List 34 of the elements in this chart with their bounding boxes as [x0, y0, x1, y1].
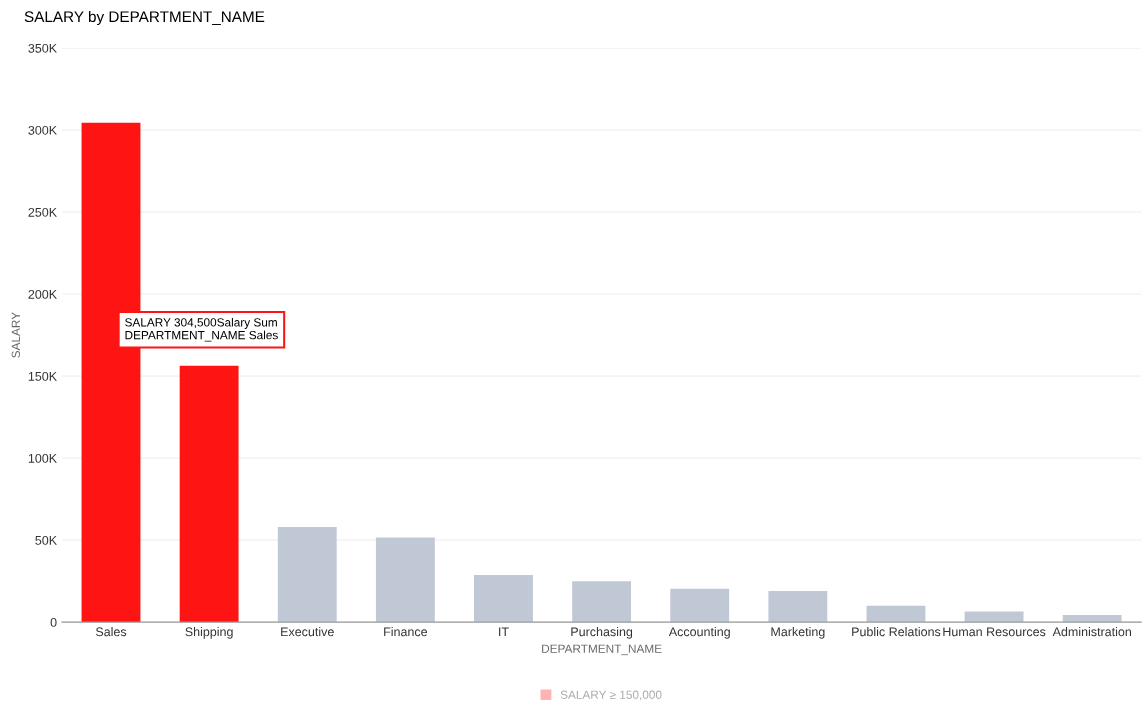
bar — [179, 365, 239, 623]
y-tick-label: 200K — [28, 289, 57, 299]
x-tick-label: Public Relations — [852, 627, 941, 637]
x-tick-label: Accounting — [668, 627, 730, 639]
x-tick-label: Sales — [95, 627, 127, 637]
y-tick-label: 100K — [28, 453, 57, 463]
y-axis-title: SALARY — [11, 312, 20, 358]
y-tick-label: 250K — [28, 207, 57, 217]
bar — [1062, 614, 1122, 623]
text: SALARY ≥ 150,000 — [560, 690, 662, 701]
chart-title: SALARY by DEPARTMENT_NAME — [24, 10, 265, 26]
bar — [277, 527, 337, 623]
bar — [866, 605, 926, 623]
y-tick-label: 300K — [28, 125, 57, 135]
y-tick-label: 350K — [28, 43, 57, 53]
x-tick-label: IT — [499, 627, 509, 637]
bar — [768, 591, 828, 623]
x-tick-label: Administration — [1052, 627, 1131, 637]
x-tick-label: Marketing — [771, 627, 825, 639]
x-tick-label: Human Resources — [943, 627, 1046, 637]
y-tick-label: 0 — [50, 617, 57, 627]
bar — [670, 588, 730, 623]
bar — [474, 574, 533, 623]
x-tick-label: Shipping — [185, 627, 233, 639]
x-tick-label: Finance — [384, 627, 428, 637]
y-tick-label: 150K — [28, 371, 57, 381]
x-tick-label: Executive — [281, 627, 334, 637]
bar — [572, 581, 632, 623]
x-tick-label: Purchasing — [571, 627, 633, 639]
y-tick-label: 50K — [35, 535, 57, 545]
bar — [375, 537, 435, 623]
bar — [964, 611, 1024, 623]
x-axis-title: DEPARTMENT_NAME — [542, 644, 662, 656]
annotation: SALARY 304,500Salary Sum DEPARTMENT_NAME Sales — [125, 317, 278, 342]
